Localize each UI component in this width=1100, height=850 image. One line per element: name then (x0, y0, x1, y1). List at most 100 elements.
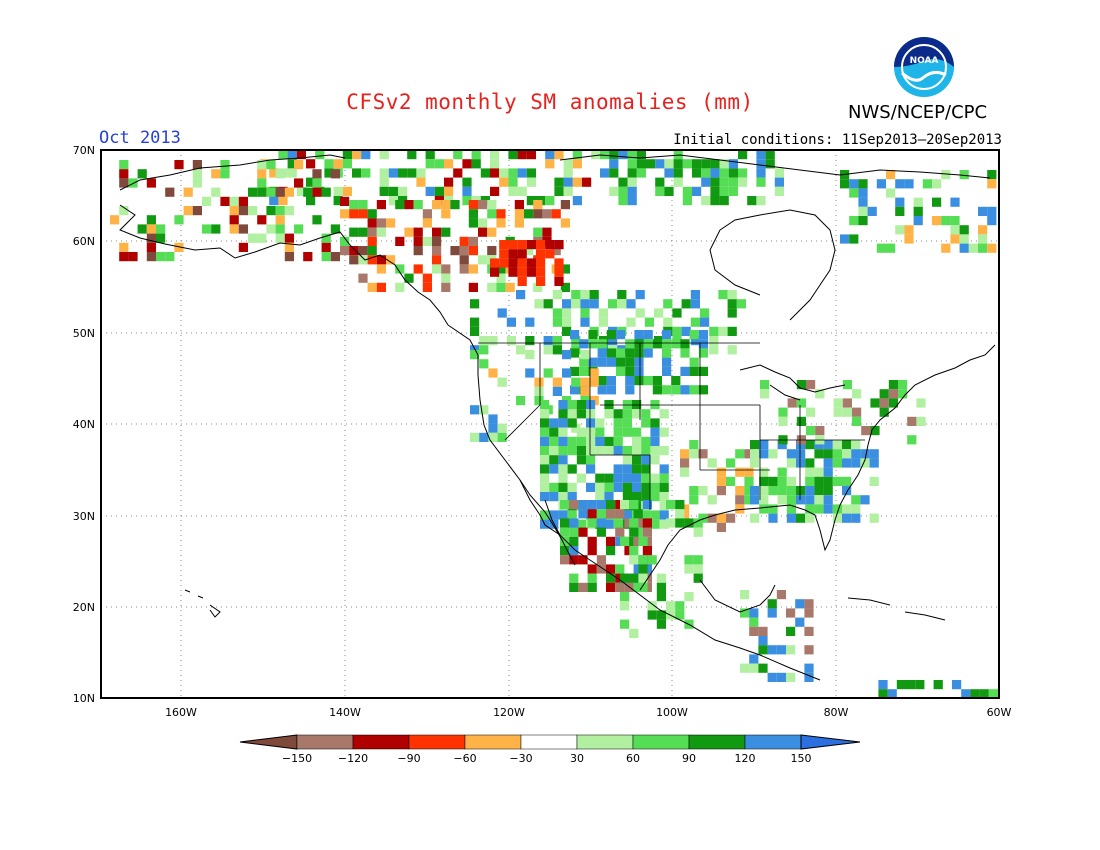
anomaly-cell (358, 200, 368, 210)
anomaly-cell (560, 518, 570, 528)
anomaly-cell (352, 168, 362, 178)
anomaly-cell (540, 482, 550, 492)
anomaly-cell (932, 216, 942, 226)
alaska-coastline (119, 154, 449, 326)
lat-axis-labels: 70N 60N 50N 40N 30N 20N 10N (73, 144, 95, 705)
anomaly-cell (468, 246, 478, 256)
anomaly-cell (636, 159, 646, 169)
anomaly-cell (622, 464, 632, 474)
anomaly-cell (395, 200, 405, 210)
anomaly-cell (805, 495, 815, 505)
anomaly-cell (632, 464, 642, 474)
anomaly-cell (579, 366, 589, 376)
anomaly-cell (655, 186, 665, 196)
anomaly-cell (422, 209, 432, 219)
lat-label: 20N (73, 601, 95, 614)
anomaly-cell (586, 418, 596, 428)
anomaly-cell (269, 168, 279, 178)
anomaly-cell (659, 464, 669, 474)
anomaly-cell (851, 440, 861, 450)
anomaly-cell (756, 168, 766, 178)
anomaly-cell (987, 206, 997, 216)
anomaly-cell (349, 255, 359, 265)
anomaly-cell (275, 187, 285, 197)
anomaly-cell (851, 504, 861, 514)
anomaly-cell (470, 405, 480, 415)
anomaly-cell (552, 377, 562, 387)
anomaly-cell (749, 608, 759, 618)
anomaly-cell (488, 414, 498, 424)
anomaly-cell (617, 299, 627, 309)
anomaly-cell (571, 299, 581, 309)
anomaly-cell (613, 482, 623, 492)
anomaly-cell (620, 536, 630, 546)
anomaly-cell (642, 546, 652, 556)
anomaly-cell (413, 227, 423, 237)
anomaly-cell (664, 168, 674, 178)
anomaly-cell (470, 345, 480, 355)
anomaly-cell (635, 290, 645, 300)
anomaly-cell (680, 339, 690, 349)
anomaly-cell (525, 317, 535, 327)
anomaly-cell (470, 299, 480, 309)
anomaly-cell (367, 218, 377, 228)
anomaly-cell (952, 680, 962, 690)
anomaly-cell (622, 482, 632, 492)
anomaly-cell (852, 416, 862, 426)
anomaly-cell (659, 473, 669, 483)
anomaly-cell (768, 449, 778, 459)
anomaly-cell (560, 500, 570, 510)
anomaly-cell (567, 482, 577, 492)
anomaly-cell (572, 177, 582, 187)
anomaly-cell (634, 348, 644, 358)
map-title: CFSv2 monthly SM anomalies (mm) (346, 90, 754, 114)
anomaly-cell (710, 159, 720, 169)
anomaly-cell (567, 510, 577, 520)
anomaly-cell (257, 178, 267, 188)
anomaly-cell (652, 376, 662, 386)
anomaly-cell (744, 467, 754, 477)
anomaly-cell (596, 500, 606, 510)
anomaly-cell (434, 159, 444, 169)
anomaly-cell (266, 224, 276, 234)
color-bar: −150 −120 −90 −60 −30 30 60 90 120 150 (239, 734, 861, 765)
anomaly-cell (552, 290, 562, 300)
anomaly-cell (266, 206, 276, 216)
anomaly-cell (441, 264, 451, 274)
anomaly-cell (650, 446, 660, 456)
anomaly-cell (627, 168, 637, 178)
anomaly-cell (638, 573, 648, 583)
anomaly-cell (552, 317, 562, 327)
anomaly-cell (701, 159, 711, 169)
anomaly-cell (693, 555, 703, 565)
anomaly-cell (526, 267, 536, 277)
anomaly-cell (613, 409, 623, 419)
anomaly-cell (692, 186, 702, 196)
anomaly-cell (941, 170, 951, 180)
anomaly-cell (616, 348, 626, 358)
anomaly-cell (342, 159, 352, 169)
anomaly-cell (895, 197, 905, 207)
anomaly-cell (596, 527, 606, 537)
anomaly-cell (398, 168, 408, 178)
anomaly-cell (257, 215, 267, 225)
anomaly-cell (600, 150, 610, 160)
anomaly-cell (736, 299, 746, 309)
anomaly-cell (562, 308, 572, 318)
anomaly-cell (615, 527, 625, 537)
anomaly-cell (533, 209, 543, 219)
anomaly-cell (633, 536, 643, 546)
legend-tick-label: −30 (509, 752, 532, 765)
anomaly-cell (192, 206, 202, 216)
anomaly-cell (606, 546, 616, 556)
anomaly-cell (650, 418, 660, 428)
anomaly-cell (744, 486, 754, 496)
anomaly-cells (110, 150, 998, 699)
anomaly-cell (615, 536, 625, 546)
anomaly-cell (432, 227, 442, 237)
anomaly-cell (700, 317, 710, 327)
anomaly-cell (777, 476, 787, 486)
anomaly-cell (533, 227, 543, 237)
anomaly-cell (578, 582, 588, 592)
anomaly-cell (588, 330, 598, 340)
